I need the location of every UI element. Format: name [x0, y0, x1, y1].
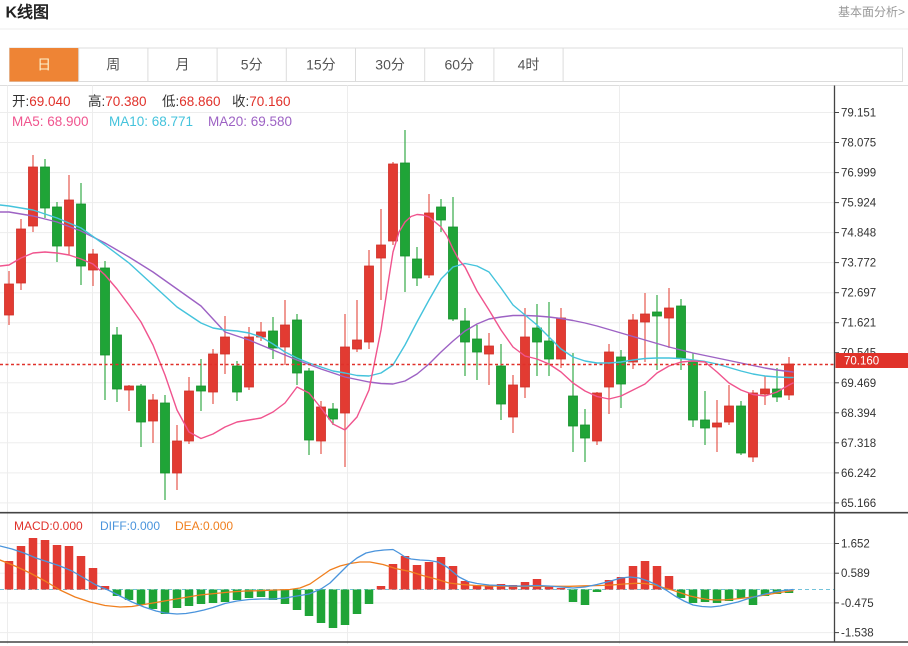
svg-text:71.621: 71.621 [841, 318, 876, 330]
svg-text:60分: 60分 [445, 57, 475, 73]
svg-text:-1.538: -1.538 [841, 628, 874, 640]
svg-text:74.848: 74.848 [841, 228, 876, 240]
svg-text:高:70.380: 高:70.380 [88, 93, 147, 109]
svg-text:75.924: 75.924 [841, 198, 877, 210]
svg-text:收:70.160: 收:70.160 [232, 94, 291, 109]
svg-text:76.999: 76.999 [841, 168, 876, 180]
svg-text:1.652: 1.652 [841, 539, 870, 551]
svg-text:K线图: K线图 [6, 3, 50, 22]
svg-text:-0.475: -0.475 [841, 598, 874, 610]
svg-text:开:69.040: 开:69.040 [12, 94, 71, 109]
svg-text:周: 周 [106, 57, 120, 73]
svg-text:72.697: 72.697 [841, 288, 876, 300]
svg-text:MA20: 69.580: MA20: 69.580 [208, 114, 292, 129]
svg-text:65.166: 65.166 [841, 498, 876, 510]
svg-text:73.772: 73.772 [841, 258, 876, 270]
svg-text:79.151: 79.151 [841, 108, 876, 120]
svg-text:5分: 5分 [241, 57, 263, 73]
svg-text:78.075: 78.075 [841, 138, 876, 150]
svg-text:4时: 4时 [518, 57, 540, 73]
svg-text:MA5: 68.900: MA5: 68.900 [12, 114, 89, 129]
svg-text:MACD:0.000: MACD:0.000 [14, 519, 83, 533]
svg-text:月: 月 [176, 57, 190, 73]
svg-text:0.589: 0.589 [841, 568, 870, 580]
svg-text:67.318: 67.318 [841, 438, 876, 450]
svg-text:低:68.860: 低:68.860 [162, 94, 221, 109]
svg-text:DIFF:0.000: DIFF:0.000 [100, 519, 160, 533]
svg-text:日: 日 [37, 57, 51, 73]
svg-text:15分: 15分 [306, 57, 336, 73]
svg-text:基本面分析>: 基本面分析> [838, 5, 905, 19]
svg-text:66.242: 66.242 [841, 468, 876, 480]
svg-text:MA10: 68.771: MA10: 68.771 [109, 114, 193, 129]
svg-text:DEA:0.000: DEA:0.000 [175, 519, 233, 533]
svg-text:30分: 30分 [375, 57, 405, 73]
svg-text:68.394: 68.394 [841, 408, 877, 420]
svg-text:70.160: 70.160 [844, 356, 879, 368]
svg-text:69.469: 69.469 [841, 378, 876, 390]
